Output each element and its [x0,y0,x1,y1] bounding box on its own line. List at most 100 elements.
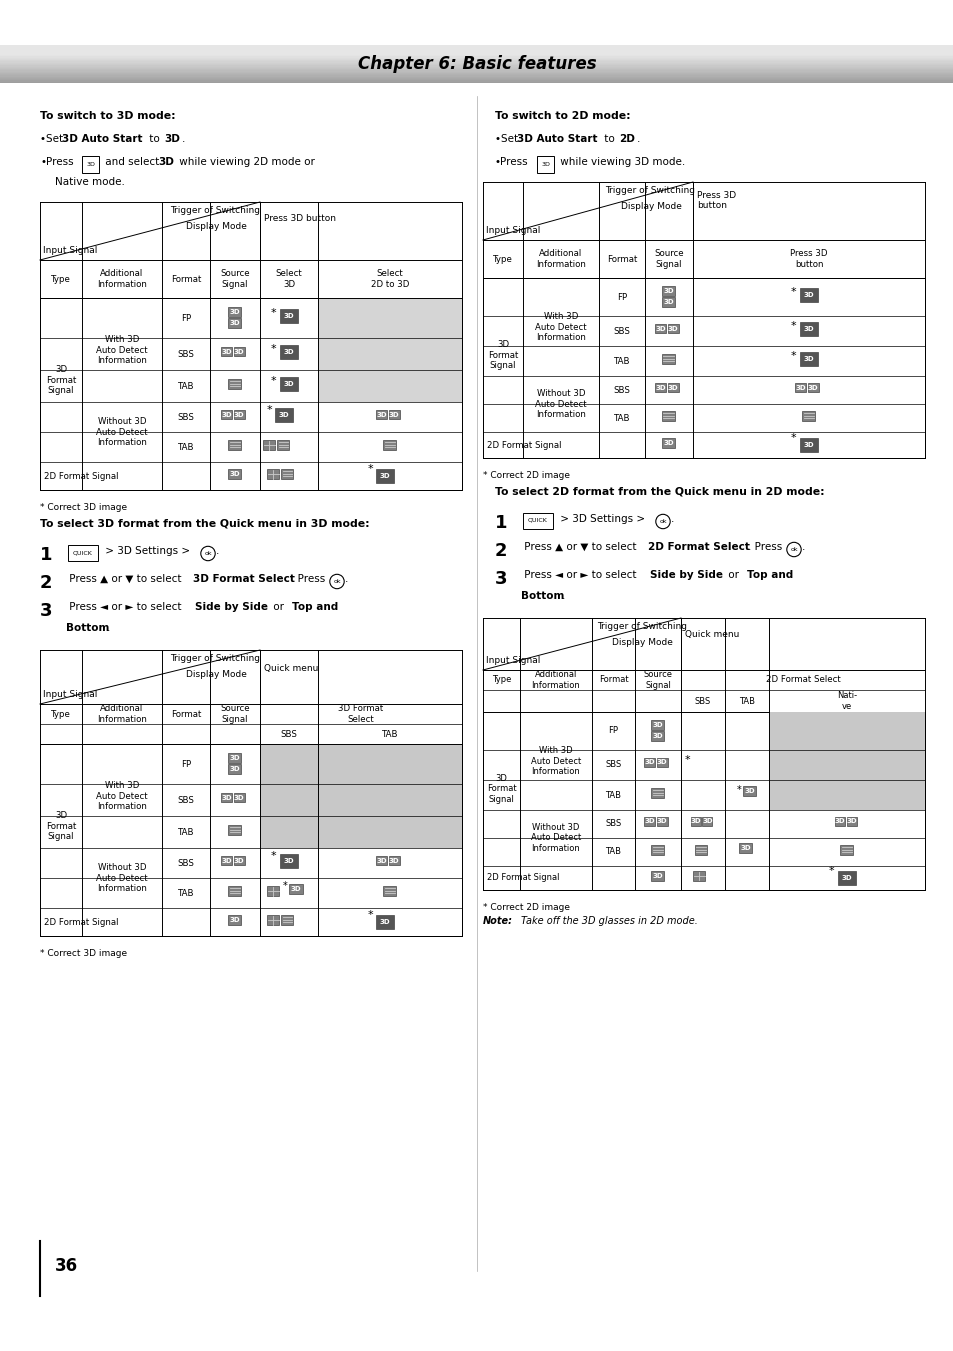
Bar [267,915,278,925]
Text: 3: 3 [495,570,507,588]
Text: 3D: 3D [662,299,673,305]
Text: Nati-
ve: Nati- ve [836,692,856,711]
Text: 3D: 3D [802,292,814,299]
Text: 3D: 3D [233,858,244,863]
Text: Take off the 3D glasses in 2D mode.: Take off the 3D glasses in 2D mode. [520,916,698,925]
Text: 3D
Format
Signal: 3D Format Signal [487,340,517,370]
Text: Source
Signal: Source Signal [654,250,683,269]
Bar [267,469,278,480]
Text: TAB: TAB [177,828,194,836]
Bar [800,288,817,303]
Text: 3D: 3D [221,858,232,863]
Text: 3D: 3D [662,288,673,295]
Text: To select 3D format from the Quick menu in 3D mode:: To select 3D format from the Quick menu … [40,517,369,528]
Bar [482,278,924,458]
Text: .: . [107,623,111,634]
Text: Display Mode: Display Mode [186,670,247,680]
Bar [280,345,297,359]
Text: SBS: SBS [605,761,621,770]
Text: .: . [182,134,185,145]
Text: 3: 3 [40,603,52,620]
Bar [768,750,924,780]
Bar [522,512,553,528]
Text: Press ▲ or ▼ to select: Press ▲ or ▼ to select [66,574,185,584]
Bar [800,353,817,366]
Bar [317,744,461,784]
Text: 3D: 3D [388,412,399,417]
Text: 3D: 3D [221,794,232,801]
Text: 3D: 3D [283,858,294,865]
Text: Display Mode: Display Mode [620,203,681,211]
Bar [690,817,700,825]
Text: SBS: SBS [694,697,710,705]
Text: 1: 1 [495,513,507,532]
Bar [650,720,663,730]
Bar [263,440,274,450]
Text: Bottom: Bottom [66,623,110,634]
Text: 3D: 3D [229,320,239,326]
Text: * Correct 3D image: * Correct 3D image [40,503,127,512]
Text: 3D: 3D [655,326,665,331]
Bar [375,915,394,929]
Text: With 3D
Auto Detect
Information: With 3D Auto Detect Information [96,335,148,365]
Bar [228,380,241,389]
Text: With 3D
Auto Detect
Information: With 3D Auto Detect Information [96,781,148,811]
Text: 3D: 3D [221,349,232,354]
Bar [650,871,663,881]
Text: *: * [267,405,273,415]
Bar [800,438,817,453]
Text: Without 3D
Auto Detect
Information: Without 3D Auto Detect Information [535,389,586,419]
Text: QUICK: QUICK [73,550,92,555]
Bar [228,440,241,450]
Text: Trigger of Switching: Trigger of Switching [597,621,686,631]
Text: 3D: 3D [643,819,654,824]
Text: *: * [737,785,741,794]
Bar [482,712,924,890]
Text: Additional
Information: Additional Information [97,269,147,289]
Text: 3D: 3D [807,385,818,390]
Bar [281,915,293,925]
Bar [228,765,241,774]
Text: .: . [215,546,219,557]
Bar [221,793,232,802]
Text: 1: 1 [40,546,52,563]
Text: Additional
Information: Additional Information [536,250,585,269]
Text: Press 3D
button: Press 3D button [789,250,827,269]
Bar [228,317,241,328]
Text: Trigger of Switching: Trigger of Switching [170,205,260,215]
Bar [317,816,461,848]
Text: QUICK: QUICK [528,517,547,523]
Text: 3D: 3D [229,766,239,771]
Text: SBS: SBS [613,385,630,394]
Text: SBS: SBS [177,412,194,422]
Text: Side by Side: Side by Side [194,603,268,612]
Bar [228,825,241,835]
Text: 3D: 3D [834,819,844,824]
Bar [768,712,924,750]
Text: Input Signal: Input Signal [43,690,97,698]
Text: 3D: 3D [845,819,856,824]
Bar [280,854,297,867]
Text: Additional
Information: Additional Information [531,670,579,690]
Bar [837,871,855,885]
Text: Without 3D
Auto Detect
Information: Without 3D Auto Detect Information [96,417,148,447]
Bar [260,784,317,816]
Text: 3D: 3D [221,412,232,417]
Text: 3D: 3D [701,819,712,824]
Bar [667,382,678,392]
Text: TAB: TAB [605,790,620,800]
Text: Without 3D
Auto Detect
Information: Without 3D Auto Detect Information [530,823,580,852]
Text: FP: FP [181,759,191,769]
Text: Display Mode: Display Mode [612,638,672,647]
Text: Format: Format [606,254,637,263]
Bar [228,307,241,317]
Text: Select
2D to 3D: Select 2D to 3D [371,269,409,289]
Bar [221,347,232,357]
Text: 3D: 3D [164,134,180,145]
Text: 3D: 3D [229,917,239,923]
Text: *: * [790,351,796,361]
Text: SBS: SBS [280,730,297,739]
Text: 3D: 3D [802,326,814,332]
Bar [221,409,232,419]
Text: Top and: Top and [292,603,338,612]
